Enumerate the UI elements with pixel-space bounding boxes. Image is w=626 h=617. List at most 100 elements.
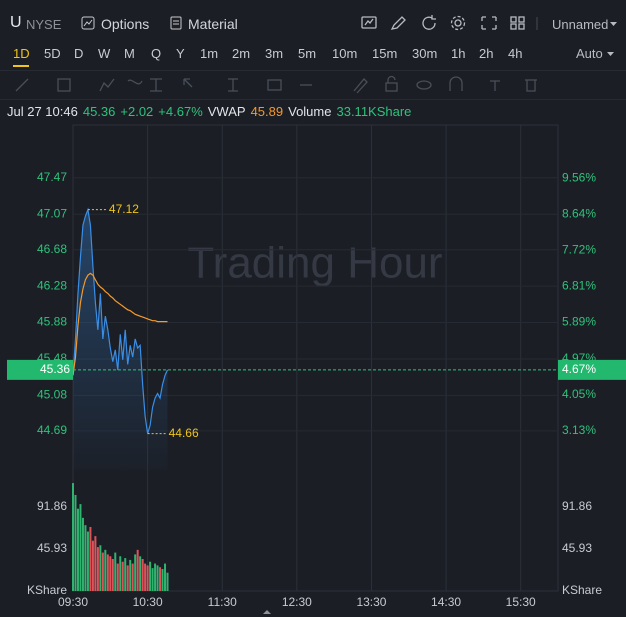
- volume-bar: [144, 563, 147, 591]
- volume-bar: [99, 545, 102, 591]
- volume-bar: [121, 561, 124, 591]
- volume-tick-label: 91.86: [37, 499, 67, 513]
- y2-tick-label: 6.81%: [562, 278, 596, 292]
- y2-tick-label: 8.64%: [562, 206, 596, 220]
- volume-bar: [141, 558, 144, 591]
- volume-bar: [166, 572, 169, 591]
- period-button[interactable]: 3m: [265, 46, 284, 61]
- y2-tick-label: 7.72%: [562, 243, 596, 257]
- y-tick-label: 44.69: [37, 423, 67, 437]
- volume-bar: [106, 554, 109, 591]
- volume-bar: [129, 559, 132, 591]
- volume-bar: [96, 547, 99, 591]
- y-tick-label: 45.08: [37, 388, 67, 402]
- caret: [607, 52, 614, 56]
- period-button[interactable]: 1m: [200, 46, 219, 61]
- period-button[interactable]: 30m: [412, 46, 438, 61]
- y-tick-label: 45.88: [37, 315, 67, 329]
- scroll-handle: [263, 610, 271, 614]
- x-tick-label: 11:30: [208, 595, 237, 609]
- x-tick-label: 13:30: [356, 595, 386, 609]
- material-button[interactable]: Material: [188, 16, 238, 32]
- info-time: Jul 27 10:46: [7, 104, 78, 119]
- y-tick-label: 46.28: [37, 278, 67, 292]
- period-button[interactable]: Y: [176, 46, 185, 61]
- exchange: NYSE: [26, 17, 62, 32]
- volume-bar: [74, 494, 77, 591]
- volume-bar: [139, 556, 142, 591]
- volume-value: 33.11KShare: [336, 104, 412, 119]
- period-button[interactable]: 15m: [372, 46, 398, 61]
- symbol[interactable]: U: [10, 14, 22, 31]
- volume-bar: [161, 569, 164, 591]
- y2-tick-label: 5.89%: [562, 315, 596, 329]
- y2-tick-label: 3.13%: [562, 423, 596, 437]
- y-tick-label: 47.47: [37, 170, 67, 184]
- y-tick-label: 46.68: [37, 242, 67, 256]
- volume-bar: [72, 483, 74, 591]
- y2-tick-label: 4.05%: [562, 387, 596, 401]
- volume-bar: [91, 540, 94, 591]
- volume-bar: [154, 563, 157, 591]
- y2-tick-label: 9.56%: [562, 170, 596, 184]
- vwap-label: VWAP: [207, 104, 246, 119]
- volume-bar: [116, 563, 119, 591]
- period-button[interactable]: 5m: [298, 46, 317, 61]
- period-button[interactable]: M: [124, 46, 135, 61]
- volume-bar: [131, 563, 134, 591]
- volume-bar: [79, 504, 82, 591]
- plot-frame: [72, 124, 559, 592]
- watermark: Trading Hour: [187, 239, 442, 288]
- annotation-label: 47.12: [109, 202, 139, 216]
- toolbar-icons[interactable]: [360, 14, 540, 34]
- volume-bar: [164, 563, 167, 591]
- tool-icons[interactable]: [0, 71, 626, 99]
- volume-bar: [94, 536, 97, 591]
- volume-bar: [104, 549, 107, 591]
- info-change-pct: +4.67%: [158, 104, 203, 119]
- drawing-tools: [0, 70, 626, 100]
- volume-bar: [159, 567, 162, 591]
- caret: [610, 22, 617, 26]
- vwap-value: 45.89: [250, 104, 284, 119]
- volume-bar: [126, 565, 129, 591]
- options-button[interactable]: Options: [101, 16, 150, 32]
- scale-mode[interactable]: Auto: [576, 46, 603, 61]
- volume-axis-label: KShare: [27, 583, 67, 597]
- x-tick-label: 14:30: [431, 595, 461, 609]
- last-price-tag: [7, 359, 73, 380]
- period-button[interactable]: 10m: [332, 46, 358, 61]
- active-underline: [13, 65, 29, 67]
- volume-tick-label: 45.93: [562, 541, 592, 555]
- period-button[interactable]: Q: [151, 46, 162, 61]
- period-button[interactable]: D: [74, 46, 84, 61]
- last-pct-text: 4.67%: [562, 362, 596, 376]
- period-button[interactable]: 2m: [232, 46, 251, 61]
- volume-bar: [114, 552, 117, 591]
- period-button[interactable]: 4h: [508, 46, 523, 61]
- volume-bar: [124, 558, 127, 591]
- volume-bar: [151, 568, 154, 591]
- volume-axis-label: KShare: [562, 583, 602, 597]
- volume-bar: [119, 556, 122, 591]
- period-bar: Auto 1D 5D D W M Q Y 1m 2m 3m 5m 10m 15m 30m 1h 2h 4h: [0, 40, 626, 68]
- period-button[interactable]: 1D: [13, 46, 30, 61]
- volume-bar: [111, 558, 114, 591]
- layout-name[interactable]: Unnamed: [552, 17, 609, 32]
- volume-tick-label: 45.93: [37, 541, 67, 555]
- volume-bar: [101, 552, 104, 591]
- volume-bar: [109, 556, 112, 591]
- period-button[interactable]: 5D: [44, 46, 61, 61]
- volume-bar: [149, 561, 152, 591]
- volume-bar: [89, 526, 92, 591]
- info-change: +2.02: [120, 104, 154, 119]
- volume-bar: [136, 549, 139, 591]
- volume-bar: [81, 517, 84, 591]
- info-line: Jul 27 10:46 45.36 +2.02 +4.67% VWAP 45.…: [7, 104, 411, 119]
- period-button[interactable]: 1h: [451, 46, 466, 61]
- period-button[interactable]: W: [98, 46, 111, 61]
- period-button[interactable]: 2h: [479, 46, 494, 61]
- options-icon: [81, 16, 95, 30]
